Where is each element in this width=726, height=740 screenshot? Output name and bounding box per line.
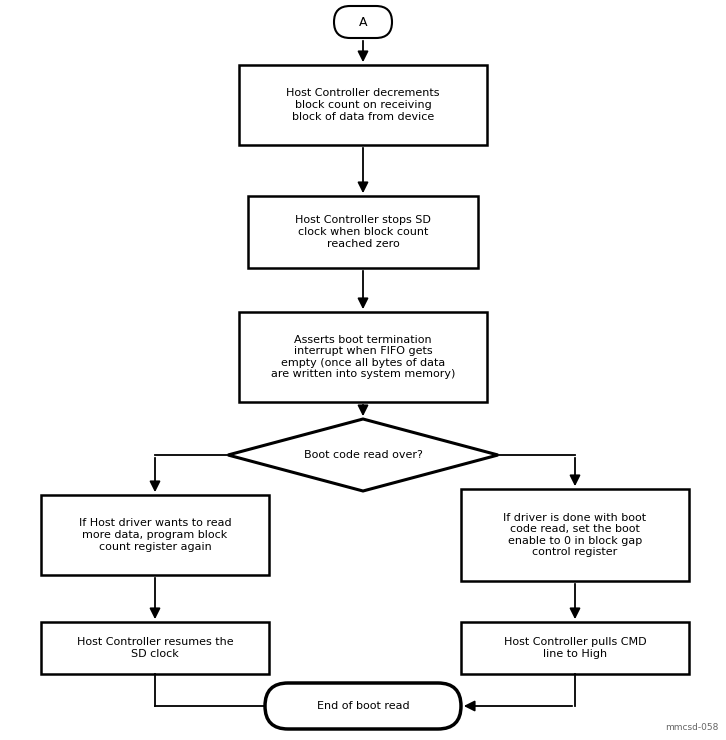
FancyBboxPatch shape (239, 312, 487, 402)
FancyBboxPatch shape (248, 196, 478, 268)
Text: End of boot read: End of boot read (317, 701, 409, 711)
Polygon shape (228, 419, 498, 491)
Text: Host Controller decrements
block count on receiving
block of data from device: Host Controller decrements block count o… (286, 88, 440, 121)
Text: Asserts boot termination
interrupt when FIFO gets
empty (once all bytes of data
: Asserts boot termination interrupt when … (271, 334, 455, 380)
FancyBboxPatch shape (41, 622, 269, 674)
Text: If Host driver wants to read
more data, program block
count register again: If Host driver wants to read more data, … (78, 519, 232, 551)
Text: Host Controller pulls CMD
line to High: Host Controller pulls CMD line to High (504, 637, 646, 659)
FancyBboxPatch shape (461, 622, 689, 674)
Text: mmcsd-058: mmcsd-058 (664, 723, 718, 732)
Text: A: A (359, 16, 367, 29)
Text: If driver is done with boot
code read, set the boot
enable to 0 in block gap
con: If driver is done with boot code read, s… (503, 513, 647, 557)
Text: Host Controller stops SD
clock when block count
reached zero: Host Controller stops SD clock when bloc… (295, 215, 431, 249)
Text: Host Controller resumes the
SD clock: Host Controller resumes the SD clock (77, 637, 233, 659)
FancyBboxPatch shape (334, 6, 392, 38)
FancyBboxPatch shape (239, 65, 487, 145)
FancyBboxPatch shape (41, 495, 269, 575)
Text: Boot code read over?: Boot code read over? (303, 450, 423, 460)
FancyBboxPatch shape (265, 683, 461, 729)
FancyBboxPatch shape (461, 489, 689, 581)
